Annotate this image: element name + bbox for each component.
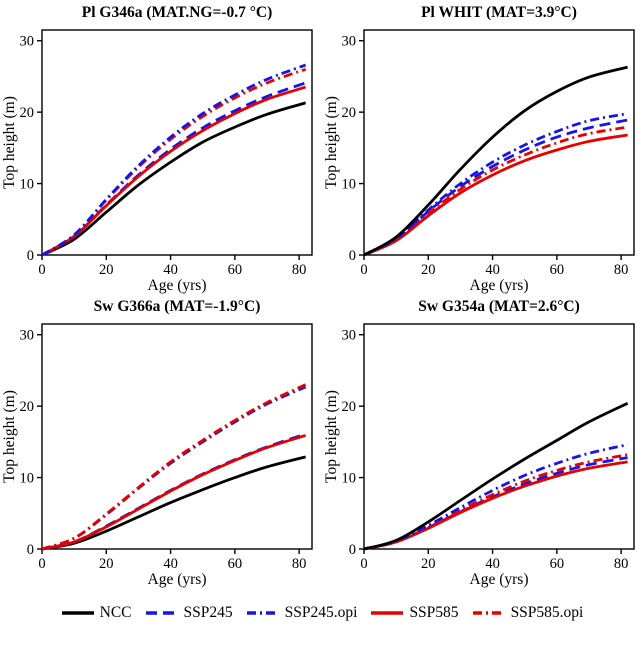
series-ssp245-opi bbox=[41, 63, 307, 257]
y-axis-label: Top height (m) bbox=[323, 96, 340, 189]
panel-pl-g346a: Pl G346a (MAT.NG=-0.7 °C) 0 10 20 30 0 20 40 60… bbox=[0, 3, 322, 297]
x-tick-label: 60 bbox=[228, 262, 243, 278]
x-axis-label: Age (yrs) bbox=[148, 571, 207, 588]
series-ncc bbox=[41, 455, 306, 551]
x-tick-label: 80 bbox=[292, 556, 307, 572]
panel-sw-g354a: Sw G354a (MAT=2.6°C) 0 10 20 30 0 20 40 60 80 Age… bbox=[322, 297, 644, 591]
series-ssp585 bbox=[363, 133, 628, 257]
x-tick-label: 0 bbox=[38, 556, 45, 572]
plot-frame bbox=[363, 29, 635, 256]
legend-item-ncc: NCC bbox=[61, 604, 132, 622]
y-tick-label: 30 bbox=[20, 34, 35, 50]
y-tick-label: 30 bbox=[342, 34, 357, 50]
y-tick-label: 0 bbox=[27, 542, 34, 558]
y-tick-label: 30 bbox=[342, 328, 357, 344]
series-ssp245 bbox=[363, 118, 628, 257]
series-ncc bbox=[363, 402, 629, 551]
panel-grid: Pl G346a (MAT.NG=-0.7 °C) 0 10 20 30 0 20 40 60… bbox=[0, 3, 644, 591]
legend-label: SSP585.opi bbox=[510, 604, 584, 621]
chart-pl-g346a: 0 10 20 30 0 20 40 60 80 Age (yrs) Top height (m) bbox=[1, 29, 313, 294]
x-tick-label: 80 bbox=[614, 262, 629, 278]
y-tick-label: 30 bbox=[20, 328, 35, 344]
x-tick-label: 40 bbox=[163, 556, 178, 572]
plot-frame bbox=[363, 323, 635, 550]
y-tick-label: 20 bbox=[20, 105, 35, 121]
series-ssp585 bbox=[41, 85, 307, 257]
x-tick-label: 80 bbox=[614, 556, 629, 572]
x-tick-label: 60 bbox=[550, 262, 565, 278]
series-ncc bbox=[41, 101, 306, 257]
y-axis-label: Top height (m) bbox=[1, 96, 18, 189]
chart-sw-g366a: 0 10 20 30 0 20 40 60 80 Age (yrs) Top height (m) bbox=[1, 323, 313, 588]
series-ssp245-opi bbox=[363, 112, 628, 257]
x-axis-label: Age (yrs) bbox=[470, 277, 529, 294]
legend-label: SSP585 bbox=[409, 604, 459, 621]
series-ssp585-opi bbox=[363, 125, 628, 257]
y-tick-label: 20 bbox=[20, 399, 35, 415]
y-tick-label: 0 bbox=[349, 542, 356, 558]
legend: NCC SSP245 SSP245.opi SSP585 SSP585.opi bbox=[0, 591, 644, 635]
y-tick-label: 10 bbox=[20, 177, 35, 193]
legend-line-sample bbox=[145, 611, 178, 615]
legend-item-ssp245: SSP245 bbox=[145, 604, 233, 622]
x-axis-label: Age (yrs) bbox=[148, 277, 207, 294]
legend-item-ssp585-opi: SSP585.opi bbox=[472, 604, 584, 622]
legend-item-ssp245-opi: SSP245.opi bbox=[246, 604, 358, 622]
x-axis-label: Age (yrs) bbox=[470, 571, 529, 588]
x-tick-label: 20 bbox=[421, 556, 436, 572]
x-tick-label: 40 bbox=[163, 262, 178, 278]
x-tick-label: 0 bbox=[360, 262, 367, 278]
panel-sw-g366a: Sw G366a (MAT=-1.9°C) 0 10 20 30 0 20 40 60 80 Ag… bbox=[0, 297, 322, 591]
plot-frame bbox=[41, 29, 313, 256]
y-tick-label: 10 bbox=[342, 177, 357, 193]
legend-line-sample bbox=[371, 611, 404, 615]
legend-label: SSP245 bbox=[183, 604, 233, 621]
panel-pl-whit: Pl WHIT (MAT=3.9°C) 0 10 20 30 0 20 40 60 80 Age … bbox=[322, 3, 644, 297]
chart-sw-g354a: 0 10 20 30 0 20 40 60 80 Age (yrs) Top height (m) bbox=[323, 323, 635, 588]
panel-title: Sw G354a (MAT=2.6°C) bbox=[418, 298, 580, 315]
x-tick-label: 0 bbox=[38, 262, 45, 278]
x-tick-label: 20 bbox=[99, 262, 114, 278]
y-axis-label: Top height (m) bbox=[323, 390, 340, 483]
x-tick-label: 40 bbox=[485, 262, 500, 278]
y-axis-label: Top height (m) bbox=[1, 390, 18, 483]
y-tick-label: 10 bbox=[20, 471, 35, 487]
chart-pl-whit: 0 10 20 30 0 20 40 60 80 Age (yrs) Top height (m) bbox=[323, 29, 635, 294]
x-tick-label: 20 bbox=[421, 262, 436, 278]
x-tick-label: 20 bbox=[99, 556, 114, 572]
series-ncc bbox=[363, 65, 628, 257]
legend-item-ssp585: SSP585 bbox=[370, 604, 459, 622]
plot-frame bbox=[41, 323, 313, 550]
y-tick-label: 10 bbox=[342, 471, 357, 487]
panel-title: Pl G346a (MAT.NG=-0.7 °C) bbox=[81, 4, 273, 21]
y-tick-label: 20 bbox=[342, 105, 357, 121]
panel-title: Sw G366a (MAT=-1.9°C) bbox=[93, 298, 261, 315]
x-tick-label: 60 bbox=[550, 556, 565, 572]
x-tick-label: 80 bbox=[292, 262, 307, 278]
series-ssp585 bbox=[41, 434, 307, 551]
series-ssp585-opi bbox=[41, 383, 307, 551]
y-tick-label: 0 bbox=[27, 248, 34, 264]
y-tick-label: 0 bbox=[349, 248, 356, 264]
panel-title: Pl WHIT (MAT=3.9°C) bbox=[421, 4, 577, 21]
legend-line-sample bbox=[246, 611, 279, 615]
y-tick-label: 20 bbox=[342, 399, 357, 415]
x-tick-label: 60 bbox=[228, 556, 243, 572]
legend-line-sample bbox=[472, 611, 505, 615]
series-ssp245 bbox=[41, 432, 307, 551]
x-tick-label: 0 bbox=[360, 556, 367, 572]
legend-label: NCC bbox=[99, 604, 132, 621]
legend-line-sample bbox=[61, 611, 94, 615]
legend-label: SSP245.opi bbox=[284, 604, 358, 621]
x-tick-label: 40 bbox=[485, 556, 500, 572]
